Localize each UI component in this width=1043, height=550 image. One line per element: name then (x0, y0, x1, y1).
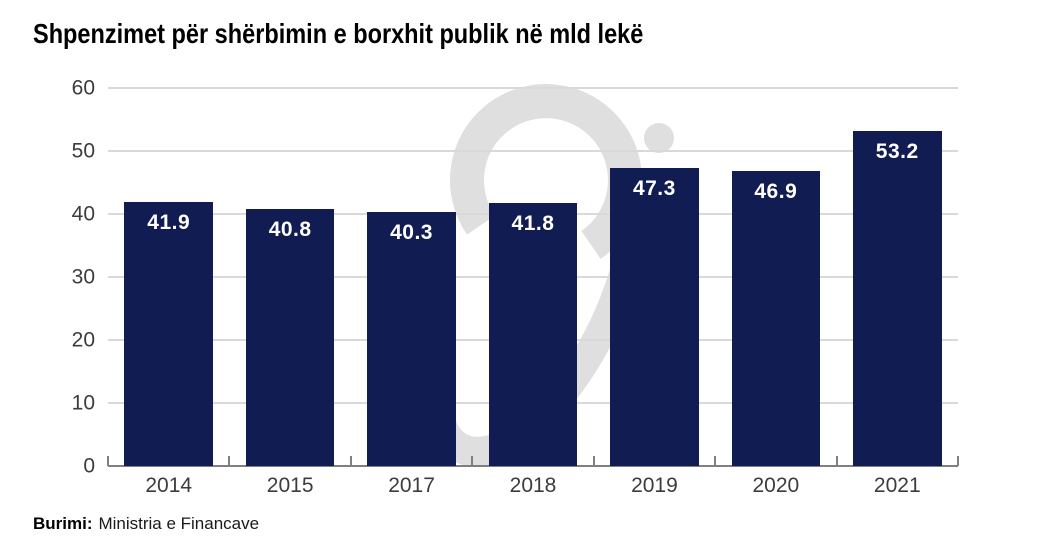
bar-value-label: 40.3 (390, 221, 433, 245)
source-note: Burimi: Ministria e Financave (33, 514, 259, 534)
bar-value-label: 46.9 (754, 179, 798, 203)
bar-value-label: 41.9 (147, 211, 191, 235)
x-axis-tick-label: 2014 (145, 474, 193, 497)
bar: 41.9 (124, 202, 214, 466)
x-axis-tick-label: 2018 (509, 474, 557, 497)
chart-title-text: Shpenzimet për shërbimin e borxhit publi… (33, 18, 644, 49)
gridline (108, 150, 958, 152)
bar-value-label: 41.8 (511, 211, 555, 235)
gridline (108, 87, 958, 89)
x-axis-tick (349, 456, 352, 466)
bar: 53.2 (852, 130, 942, 466)
y-axis-tick-label: 0 (83, 454, 95, 478)
chart-title: Shpenzimet për shërbimin e borxhit publi… (33, 18, 760, 50)
bar-value-label: 40.8 (268, 217, 312, 241)
y-axis-tick-label: 30 (71, 265, 95, 289)
x-axis-tick (714, 456, 717, 466)
bar-group: 41.8 (472, 88, 593, 466)
x-axis-tick (107, 456, 109, 466)
bar-value-label: 47.3 (632, 177, 676, 201)
x-axis-tick (957, 456, 959, 466)
x-axis-tick (471, 456, 474, 466)
bar-group: 46.9 (715, 88, 836, 466)
x-axis-tick (228, 456, 231, 466)
x-axis-line (108, 465, 958, 467)
bar-group: 53.2 (837, 88, 958, 466)
source-label: Burimi: (33, 514, 93, 533)
x-axis-tick-label: 2020 (752, 474, 800, 497)
bar-value-label: 53.2 (875, 139, 919, 163)
bar-group: 47.3 (594, 88, 715, 466)
bars-container: 41.9 40.8 40.3 41.8 47.3 46.9 53.2 (108, 88, 958, 466)
bar-group: 40.3 (351, 88, 472, 466)
y-axis-tick-label: 40 (71, 202, 95, 226)
y-axis-tick-label: 20 (71, 328, 95, 352)
y-axis-tick-label: 10 (71, 391, 95, 415)
x-axis-tick (592, 456, 595, 466)
plot-area: 0 10 20 30 40 50 60 2014 2015 2017 2018 2019 2020 202… (72, 78, 959, 496)
x-axis-tick-label: 2021 (873, 474, 921, 497)
bar: 40.8 (245, 208, 335, 466)
y-axis-tick-label: 60 (71, 76, 95, 100)
bar-group: 40.8 (229, 88, 350, 466)
bar: 47.3 (610, 168, 699, 466)
x-axis-tick-label: 2017 (388, 474, 435, 497)
x-axis-tick-label: 2015 (266, 474, 314, 497)
x-axis-tick-label: 2019 (631, 474, 678, 497)
y-axis-tick-label: 50 (71, 139, 95, 163)
bar: 46.9 (731, 170, 821, 466)
x-axis-tick (835, 456, 838, 466)
bar: 41.8 (488, 202, 578, 466)
bar-group: 41.9 (108, 88, 229, 466)
source-text: Ministria e Financave (98, 514, 260, 533)
bar: 40.3 (367, 212, 456, 466)
